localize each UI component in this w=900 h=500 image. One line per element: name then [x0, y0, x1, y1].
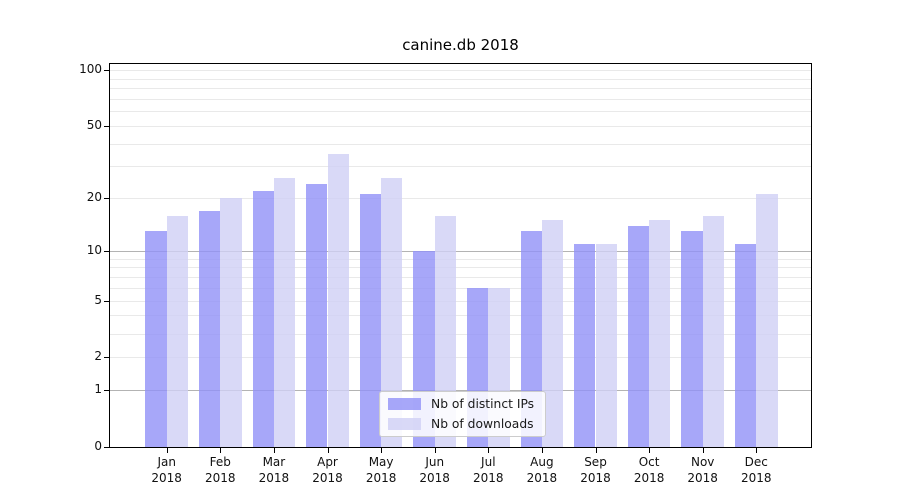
y-tick-mark-0	[104, 446, 110, 448]
bar-distinct-ips-nov	[681, 231, 703, 447]
bar-downloads-apr	[327, 154, 349, 447]
gridline-major-10	[110, 251, 811, 252]
x-tick-mark-apr	[327, 448, 329, 453]
bar-downloads-may	[381, 177, 403, 447]
x-tick-mark-mar	[273, 448, 275, 453]
y-tick-label-10: 10	[86, 243, 102, 257]
y-tick-mark-50	[104, 125, 110, 127]
gridline-minor-4	[110, 315, 811, 317]
x-tick-mark-jan	[166, 448, 168, 453]
bar-downloads-sep	[595, 243, 617, 447]
gridline-minor-20	[110, 198, 811, 200]
x-tick-label-jan: Jan 2018	[151, 455, 182, 485]
gridline-minor-80	[110, 88, 811, 89]
x-tick-mark-may	[381, 448, 383, 453]
gridline-minor-70	[110, 98, 811, 100]
bar-downloads-aug	[541, 220, 564, 447]
x-tick-mark-feb	[220, 448, 222, 453]
legend-label-downloads: Nb of downloads	[431, 417, 534, 431]
y-tick-mark-100	[104, 70, 110, 71]
gridline-minor-50	[110, 125, 811, 127]
gridline-minor-90	[110, 78, 811, 80]
y-tick-mark-1	[104, 390, 110, 392]
y-tick-label-2: 2	[94, 349, 102, 364]
bar-downloads-dec	[756, 194, 778, 447]
y-tick-label-5: 5	[94, 292, 102, 307]
bar-distinct-ips-feb	[198, 210, 221, 447]
x-tick-label-sep: Sep 2018	[580, 455, 611, 485]
gridline-minor-8	[110, 267, 811, 269]
x-tick-label-apr: Apr 2018	[312, 455, 343, 485]
gridline-minor-9	[110, 258, 811, 260]
y-tick-label-20: 20	[86, 190, 102, 205]
bar-distinct-ips-dec	[734, 243, 757, 447]
x-tick-label-jul: Jul 2018	[473, 455, 504, 485]
gridline-minor-5	[110, 300, 811, 302]
x-tick-mark-oct	[649, 448, 651, 453]
x-tick-mark-jul	[488, 448, 490, 453]
gridline-minor-6	[110, 287, 811, 289]
y-tick-mark-5	[104, 300, 110, 302]
x-tick-mark-nov	[702, 448, 704, 453]
chart-title: canine.db 2018	[402, 36, 519, 54]
gridline-minor-100	[110, 70, 811, 71]
y-tick-mark-2	[104, 357, 110, 359]
gridline-minor-40	[110, 143, 811, 145]
bar-distinct-ips-oct	[627, 225, 650, 447]
y-tick-label-1: 1	[94, 382, 102, 397]
x-tick-mark-jun	[434, 448, 436, 453]
legend-label-distinct-ips: Nb of distinct IPs	[431, 397, 535, 411]
gridline-major-1	[110, 390, 811, 392]
legend-entry-downloads: Nb of downloads	[388, 416, 537, 432]
x-tick-label-may: May 2018	[365, 455, 397, 485]
bar-downloads-jan	[166, 215, 189, 447]
x-tick-label-feb: Feb 2018	[205, 455, 236, 485]
legend-swatch-distinct-ips	[388, 398, 421, 410]
gridline-minor-7	[110, 277, 811, 278]
legend-entry-distinct-ips: Nb of distinct IPs	[388, 396, 537, 412]
bar-distinct-ips-mar	[252, 190, 274, 447]
y-tick-mark-20	[104, 198, 110, 200]
y-tick-label-0: 0	[94, 438, 102, 453]
gridline-minor-2	[110, 357, 811, 359]
x-tick-mark-sep	[595, 448, 597, 453]
x-tick-label-dec: Dec 2018	[741, 455, 772, 485]
y-tick-label-100: 100	[79, 62, 102, 76]
gridline-minor-3	[110, 333, 811, 335]
x-tick-label-aug: Aug 2018	[526, 455, 558, 485]
gridline-minor-60	[110, 111, 811, 113]
bar-downloads-nov	[702, 215, 725, 447]
x-tick-label-nov: Nov 2018	[687, 455, 718, 485]
bar-downloads-jun	[434, 215, 457, 447]
legend-swatch-downloads	[388, 418, 421, 430]
x-tick-label-oct: Oct 2018	[633, 455, 665, 485]
bar-downloads-feb	[220, 198, 242, 447]
bar-distinct-ips-may	[359, 194, 382, 447]
bar-downloads-mar	[273, 177, 296, 447]
x-tick-label-mar: Mar 2018	[258, 455, 290, 485]
x-tick-mark-aug	[541, 448, 543, 453]
y-tick-mark-10	[104, 251, 110, 252]
bar-distinct-ips-jan	[145, 231, 167, 447]
legend: Nb of distinct IPs Nb of downloads	[379, 391, 546, 437]
bar-distinct-ips-apr	[306, 184, 328, 447]
x-tick-mark-dec	[756, 448, 758, 453]
bar-distinct-ips-sep	[574, 243, 596, 447]
y-tick-label-50: 50	[86, 117, 102, 132]
gridline-minor-30	[110, 166, 811, 168]
bar-downloads-oct	[649, 220, 671, 447]
x-tick-label-jun: Jun 2018	[419, 455, 450, 485]
